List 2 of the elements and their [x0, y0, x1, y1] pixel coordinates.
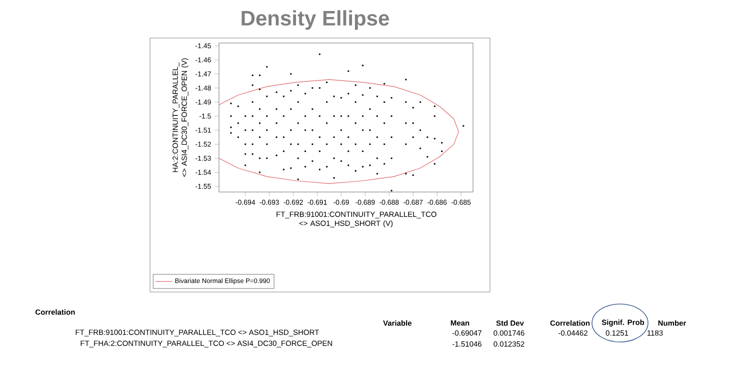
line-series: [219, 79, 459, 184]
chart-title: Density Ellipse: [242, 10, 389, 30]
